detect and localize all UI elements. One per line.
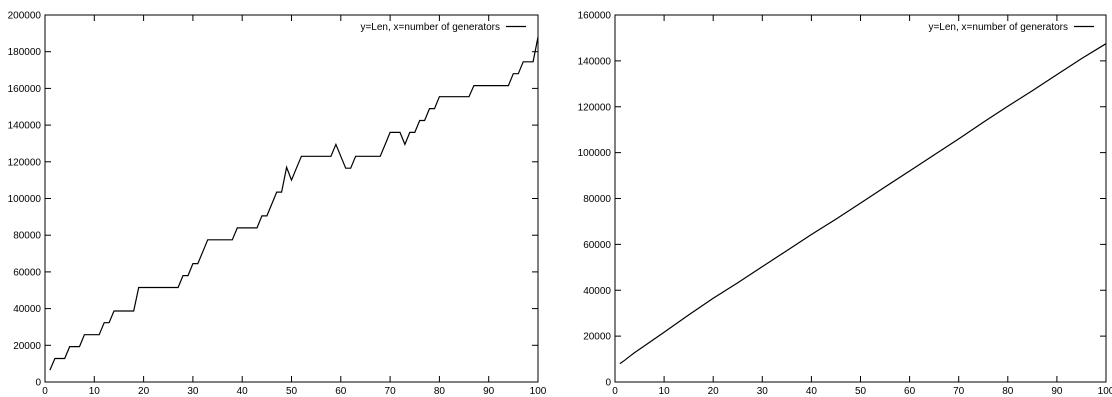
y-tick-label: 0 — [35, 378, 41, 389]
x-tick-label: 20 — [138, 386, 150, 397]
plot-frame — [614, 14, 1107, 383]
x-tick-label: 40 — [237, 386, 249, 397]
x-tick-label: 70 — [953, 386, 965, 397]
x-tick-label: 70 — [385, 386, 397, 397]
y-tick-label: 100000 — [578, 148, 612, 159]
x-tick-label: 50 — [855, 386, 867, 397]
x-tick-label: 0 — [612, 386, 618, 397]
y-tick-label: 20000 — [583, 332, 611, 343]
legend-label: y=Len, x=number of generators — [360, 22, 500, 33]
chart-left: 0 10 20 30 40 50 60 70 80 90 100 0 20000 40000 60000 80… — [8, 11, 547, 397]
y-tick-label: 160000 — [578, 11, 612, 22]
y-tick-label: 60000 — [13, 267, 41, 278]
x-tick-label: 30 — [187, 386, 199, 397]
x-tick-label: 40 — [806, 386, 818, 397]
x-tick-label: 100 — [1098, 386, 1112, 397]
y-tick-label: 180000 — [8, 47, 42, 58]
series-line — [49, 36, 539, 371]
x-tick-label: 100 — [530, 386, 547, 397]
y-tick-label: 40000 — [583, 286, 611, 297]
y-tick-label: 20000 — [13, 341, 41, 352]
plot-frame — [44, 14, 539, 383]
x-tick-label: 50 — [286, 386, 298, 397]
y-tick-label: 60000 — [583, 240, 611, 251]
x-tick-label: 10 — [89, 386, 101, 397]
y-tick-label: 80000 — [13, 231, 41, 242]
y-tick-label: 0 — [605, 378, 611, 389]
y-tick-label: 120000 — [578, 102, 612, 113]
y-tick-label: 100000 — [8, 194, 42, 205]
series-line — [619, 43, 1107, 365]
legend-label: y=Len, x=number of generators — [928, 22, 1068, 33]
x-tick-label: 80 — [434, 386, 446, 397]
y-tick-label: 120000 — [8, 157, 42, 168]
x-tick-label: 90 — [1051, 386, 1063, 397]
x-tick-label: 30 — [757, 386, 769, 397]
x-tick-label: 20 — [708, 386, 720, 397]
y-tick-label: 140000 — [8, 121, 42, 132]
x-tick-label: 60 — [904, 386, 916, 397]
y-tick-label: 200000 — [8, 11, 42, 22]
y-tick-label: 80000 — [583, 194, 611, 205]
chart-right: 0 10 20 30 40 50 60 70 80 90 100 0 20000 40000 60000 80… — [578, 11, 1112, 397]
x-tick-label: 80 — [1002, 386, 1014, 397]
y-tick-label: 40000 — [13, 304, 41, 315]
y-tick-label: 160000 — [8, 84, 42, 95]
x-tick-label: 10 — [659, 386, 671, 397]
x-tick-label: 90 — [483, 386, 495, 397]
x-tick-label: 0 — [42, 386, 48, 397]
x-tick-label: 60 — [335, 386, 347, 397]
y-tick-label: 140000 — [578, 56, 612, 67]
